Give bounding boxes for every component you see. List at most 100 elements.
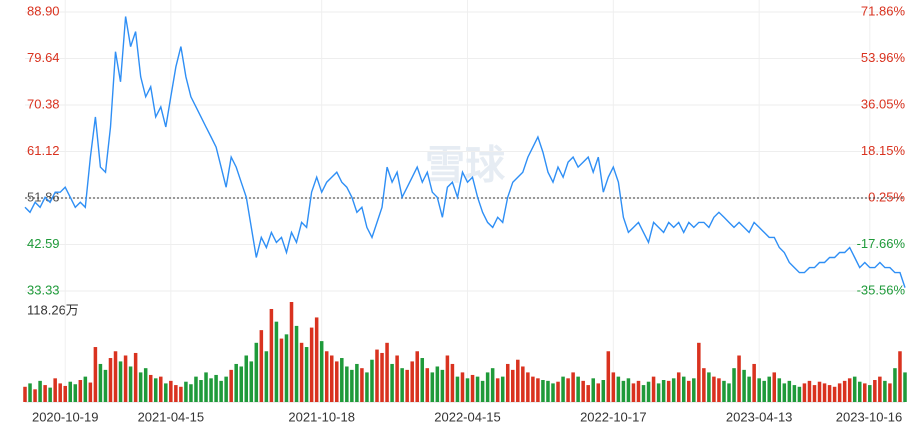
volume-bar [646,381,651,402]
volume-bar [375,349,379,402]
volume-bar [360,368,364,402]
volume-bar [118,361,123,402]
volume-bar [631,383,636,402]
volume-bar [224,376,228,402]
volume-bar [390,363,394,402]
volume-bar [606,351,611,402]
volume-bar [395,355,399,402]
volume-bar [591,378,595,402]
volume-bar [174,385,178,402]
volume-bar [113,351,118,402]
volume-bar [420,358,425,402]
x-tick-label: 2021-04-15 [138,409,205,424]
volume-bar [350,369,354,402]
volume-bar [38,380,42,402]
volume-bar [169,380,173,402]
volume-bar [450,363,455,402]
volume-bar [641,385,646,402]
volume-bar [722,380,726,402]
volume-bar [581,380,585,402]
volume-bar [551,383,555,402]
volume-bar [807,380,812,402]
volume-bar [239,366,243,402]
volume-bar [737,355,741,402]
volume-bar [199,380,203,402]
volume-bar [138,372,143,402]
volume-bar [68,381,73,402]
y-tick-label: 33.33 [27,282,60,297]
y-tick-label: 42.59 [27,236,60,251]
volume-bar [827,385,832,402]
volume-bar [465,378,470,402]
volume-bar [148,374,153,402]
volume-bar [435,366,440,402]
volume-bar [857,381,862,402]
volume-bar [671,378,676,402]
volume-bar [430,372,435,402]
volume-bar [58,383,62,402]
volume-bar [319,341,324,402]
volume-bar [802,383,807,402]
volume-bar [244,355,249,402]
price-line [24,16,906,288]
volume-bar [249,361,254,402]
y-tick-label: 70.38 [27,96,60,111]
volume-bar [284,334,289,402]
volume-bar [269,308,274,402]
volume-bar [335,361,339,402]
volume-bar [324,351,329,402]
volume-bar [531,376,535,402]
volume-bar [405,369,409,402]
volume-bar [314,317,319,402]
volume-bar [33,389,37,402]
volume-bar [485,372,490,402]
volume-bar [345,366,349,402]
volume-bar [651,376,656,402]
volume-bar [787,380,792,402]
volume-bar [837,383,842,402]
volume-bar [400,368,404,402]
volume-bar [78,380,83,402]
volume-bar [98,363,103,402]
volume-bar [692,378,696,402]
volume-bar [817,381,822,402]
volume-bar [279,338,284,402]
volume-bar [526,372,530,402]
volume-bar [626,378,631,402]
volume-bar [888,383,892,402]
volume-bar [445,355,450,402]
volume-bar [83,376,88,402]
volume-bar [561,376,565,402]
volume-bar [299,342,304,402]
volume-bar [194,376,198,402]
volume-bar [666,380,671,402]
volume-bar [204,372,208,402]
volume-bar [73,384,78,402]
volume-bar [264,351,269,402]
volume-bar [209,378,213,402]
y2-tick-label: 53.96% [861,50,906,65]
volume-bar [254,342,259,402]
volume-bar [852,376,857,402]
volume-bar [294,325,299,402]
volume-bar [516,359,520,402]
volume-bar [143,368,148,402]
y2-tick-label: -35.56% [857,282,906,297]
volume-bar [53,378,57,402]
volume-bar [762,380,766,402]
volume-bar [812,385,817,402]
volume-bar [772,372,777,402]
volume-bar [385,342,389,402]
volume-bar [676,372,681,402]
volume-bar [636,380,641,402]
volume-bar [596,383,601,402]
volume-bar [340,358,344,402]
volume-bar [752,363,756,402]
volume-bar [415,351,419,402]
volume-bar [63,385,67,402]
y-tick-label: 61.12 [27,143,60,158]
volume-bar [425,368,430,402]
volume-bar [128,366,133,402]
volume-bar [93,347,98,402]
